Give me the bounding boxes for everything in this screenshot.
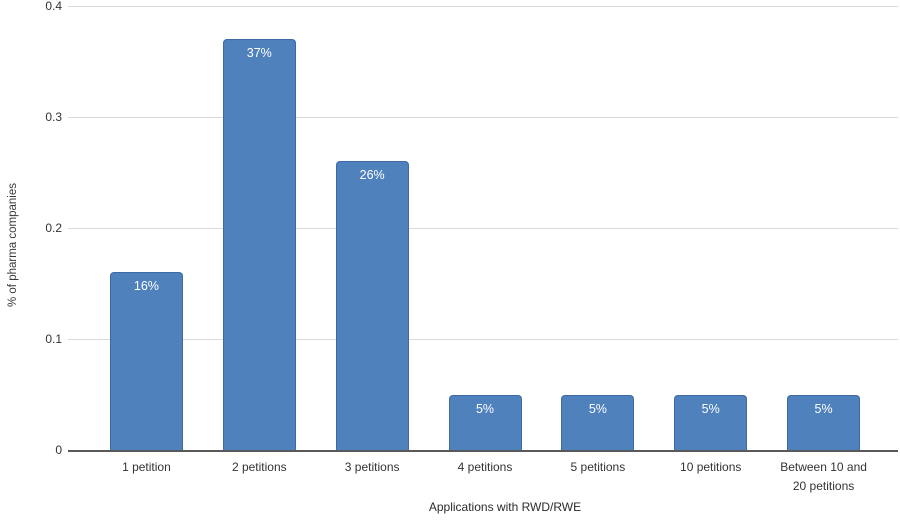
y-tick-label-0.3: 0.3 (45, 110, 62, 124)
bar-slot: 26% (316, 6, 429, 450)
y-axis-title: % of pharma companies (7, 182, 19, 308)
category-label: 5 petitions (570, 460, 626, 474)
bar-3-petitions: 26% (335, 161, 409, 450)
bar-slot: 5% (429, 6, 542, 450)
plot-area: 16% 37% 26% 5% 5% 5% 5% (90, 6, 880, 450)
bar-5-petitions: 5% (561, 394, 635, 450)
gridline-0.2 (68, 228, 898, 229)
category-label-slot: 2 petitions (203, 458, 316, 496)
bar-value-label: 5% (475, 401, 495, 416)
category-label-slot: 10 petitions (654, 458, 767, 496)
x-axis-title: Applications with RWD/RWE (428, 500, 582, 514)
bar-slot: 5% (654, 6, 767, 450)
category-label: Between 10 and 20 petitions (780, 460, 867, 494)
category-label-slot: 4 petitions (429, 458, 542, 496)
bar-between-10-and-20-petitions: 5% (787, 394, 861, 450)
bar-value-label: 5% (588, 401, 607, 416)
bar-4-petitions: 5% (448, 394, 522, 450)
bar-2-petitions: 37% (222, 39, 296, 450)
category-label-slot: Between 10 and 20 petitions (767, 458, 880, 496)
bar-value-label: 37% (246, 46, 272, 61)
y-tick-label-0: 0 (55, 443, 62, 457)
bar-value-label: 26% (359, 168, 385, 183)
category-label-slot: 3 petitions (316, 458, 429, 496)
bar-slot: 5% (767, 6, 880, 450)
gridline-0.1 (68, 339, 898, 340)
category-label-slot: 5 petitions (541, 458, 654, 496)
category-label-slot: 1 petition (90, 458, 203, 496)
category-label: 2 petitions (231, 460, 287, 474)
bar-slot: 16% (90, 6, 203, 450)
y-tick-label-0.4: 0.4 (45, 0, 62, 13)
bar-10-petitions: 5% (674, 394, 748, 450)
bar-1-petition: 16% (109, 272, 183, 450)
bar-slot: 37% (203, 6, 316, 450)
gridline-0.3 (68, 117, 898, 118)
bar-value-label: 16% (133, 279, 159, 294)
bar-value-label: 5% (701, 401, 720, 416)
bar-value-label: 5% (814, 401, 833, 416)
bar-slot: 5% (541, 6, 654, 450)
y-tick-label-0.2: 0.2 (45, 221, 62, 235)
y-tick-label-0.1: 0.1 (45, 332, 62, 346)
category-label: 1 petition (122, 460, 171, 474)
gridline-0.4 (68, 6, 898, 7)
x-axis-line (68, 450, 898, 452)
category-label: 4 petitions (457, 460, 513, 474)
x-axis-category-labels: 1 petition 2 petitions 3 petitions 4 petiti… (90, 458, 880, 496)
category-label: 3 petitions (344, 460, 400, 474)
category-label: 10 petitions (680, 460, 742, 474)
